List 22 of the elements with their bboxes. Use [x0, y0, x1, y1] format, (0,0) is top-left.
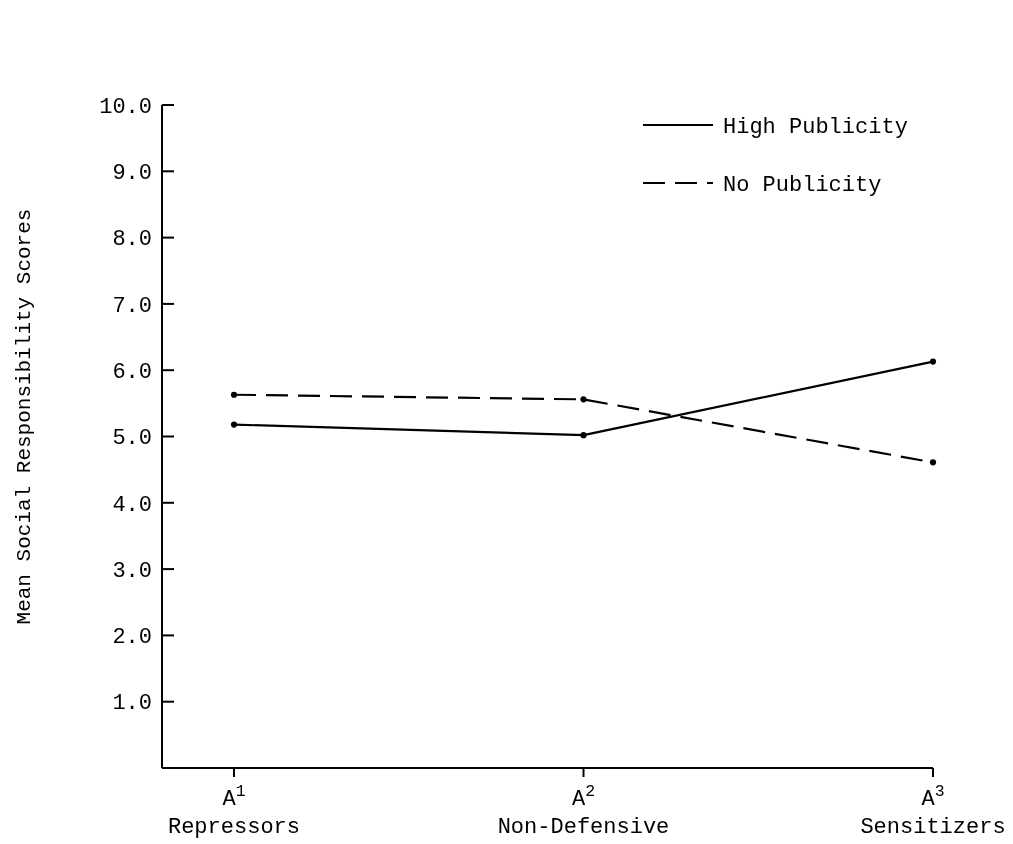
y-tick-label: 9.0 [112, 161, 152, 186]
y-tick-label: 5.0 [112, 426, 152, 452]
y-tick-label: 3.0 [112, 558, 152, 584]
legend-label: High Publicity [723, 114, 908, 140]
point [929, 358, 937, 365]
point [230, 421, 238, 428]
y-tick-label: 2.0 [112, 625, 152, 651]
point [580, 396, 587, 403]
point [580, 432, 587, 439]
y-tick-label: 4.0 [112, 492, 152, 518]
y-tick-label: 6.0 [112, 359, 152, 385]
y-axis-title: Mean Social Responsibility Scores [13, 208, 36, 625]
y-tick-label: 7.0 [112, 293, 152, 319]
point [929, 459, 937, 466]
y-tick-label: 1.0 [112, 691, 152, 717]
x-tick-label: A$^{2}$ Non-Defensive [497, 781, 670, 840]
point [230, 391, 238, 398]
x-tick-label: A$^{1}$ Repressors [167, 781, 301, 840]
y-tick-label: 10.0 [99, 94, 152, 120]
legend-label: No Publicity [723, 172, 882, 198]
x-tick-label: A$^{3}$ Sensitizers [860, 781, 1006, 840]
y-tick-label: 8.0 [112, 227, 152, 253]
